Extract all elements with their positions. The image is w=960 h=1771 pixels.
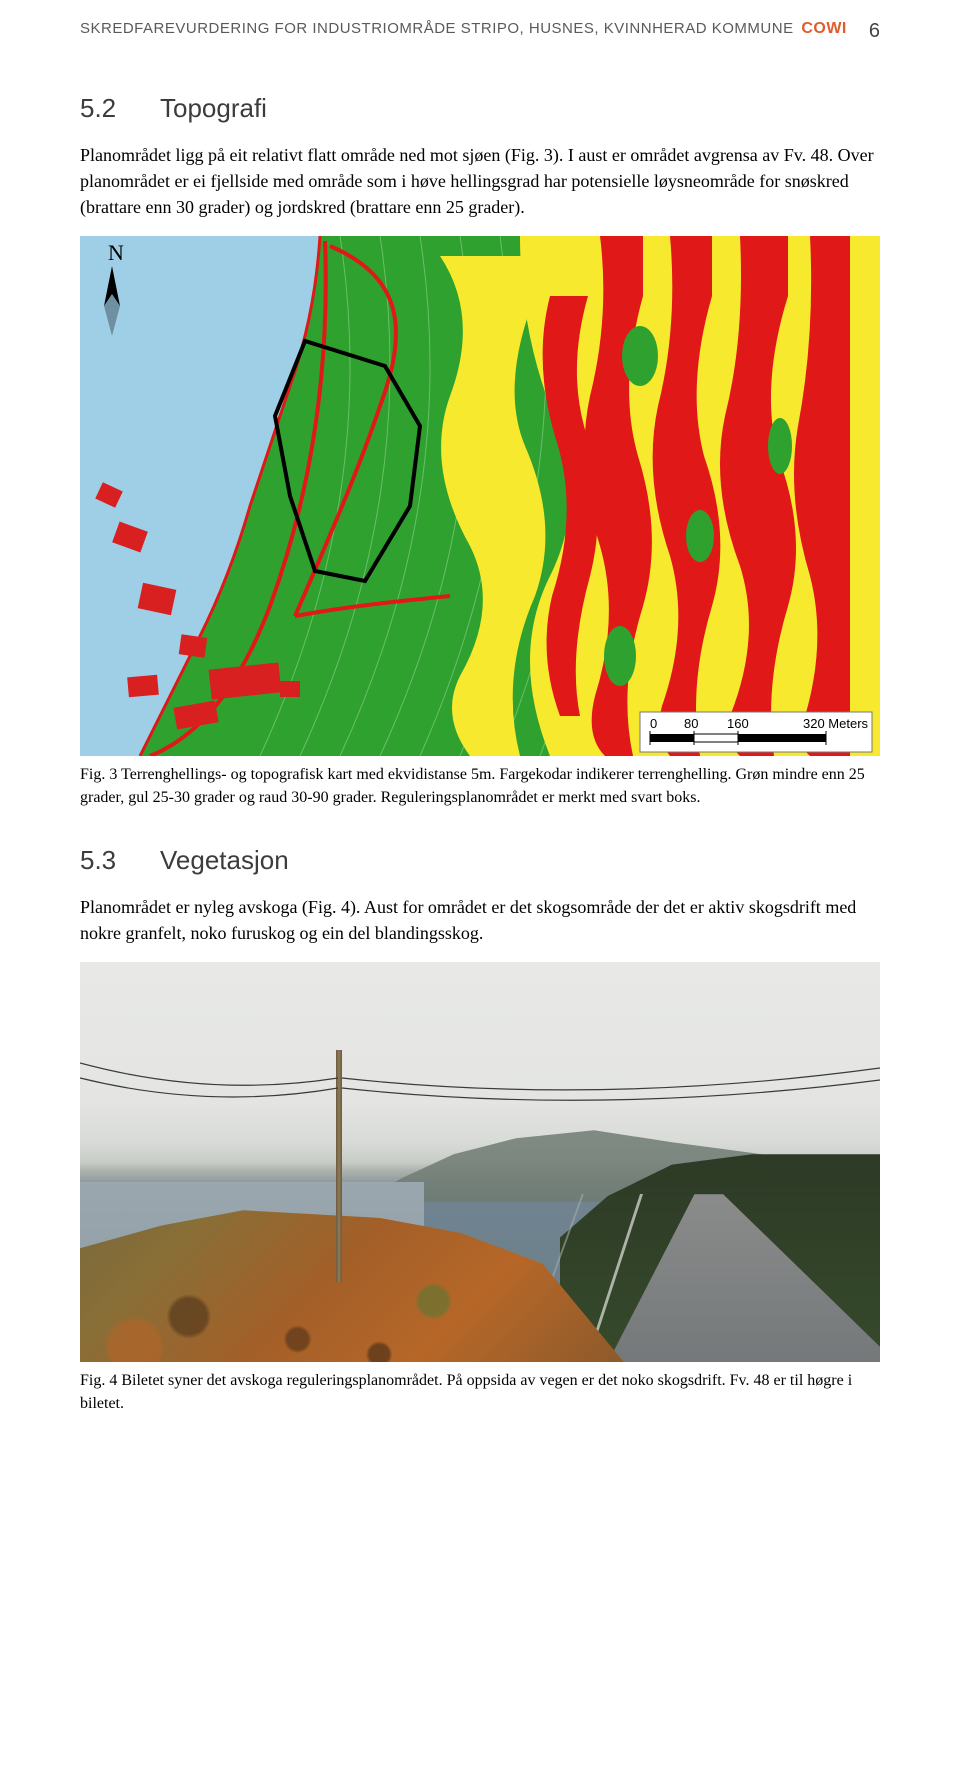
header-right: COWI 6	[801, 20, 880, 43]
section-number: 5.2	[80, 93, 160, 124]
scale-tick-2: 160	[727, 716, 749, 731]
section-title: Topografi	[160, 93, 267, 123]
paragraph-vegetasjon: Planområdet er nyleg avskoga (Fig. 4). A…	[80, 894, 880, 946]
figure-4-caption: Fig. 4 Biletet syner det avskoga reguler…	[80, 1370, 880, 1415]
scale-tick-0: 0	[650, 716, 657, 731]
section-heading-vegetasjon: 5.3Vegetasjon	[80, 845, 880, 876]
site-photo	[80, 962, 880, 1362]
cowi-logo: COWI	[801, 20, 847, 38]
header-title: SKREDFAREVURDERING FOR INDUSTRIOMRÅDE ST…	[80, 20, 794, 37]
scale-tick-3: 320 Meters	[803, 716, 869, 731]
page-number: 6	[869, 20, 880, 43]
figure-4: Fig. 4 Biletet syner det avskoga reguler…	[80, 962, 880, 1415]
section-heading-topografi: 5.2Topografi	[80, 93, 880, 124]
paragraph-topografi: Planområdet ligg på eit relativt flatt o…	[80, 142, 880, 220]
svg-text:N: N	[108, 240, 124, 265]
section-title: Vegetasjon	[160, 845, 289, 875]
scale-bar: 0 80 160 320 Meters	[640, 712, 872, 752]
figure-3-caption: Fig. 3 Terrenghellings- og topografisk k…	[80, 764, 880, 809]
figure-3: N 0 80 160 320 Meters Fig. 3 Terrenghell…	[80, 236, 880, 809]
page-header: SKREDFAREVURDERING FOR INDUSTRIOMRÅDE ST…	[80, 20, 880, 43]
scale-tick-1: 80	[684, 716, 698, 731]
terrain-slope-map: N 0 80 160 320 Meters	[80, 236, 880, 756]
section-number: 5.3	[80, 845, 160, 876]
